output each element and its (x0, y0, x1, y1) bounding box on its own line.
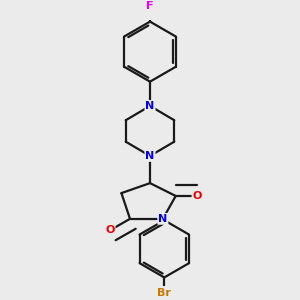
Text: O: O (105, 225, 115, 235)
Text: O: O (193, 191, 202, 201)
Text: F: F (146, 1, 154, 11)
Text: N: N (146, 101, 154, 111)
Text: N: N (146, 151, 154, 161)
Text: N: N (158, 214, 167, 224)
Text: Br: Br (158, 288, 171, 298)
